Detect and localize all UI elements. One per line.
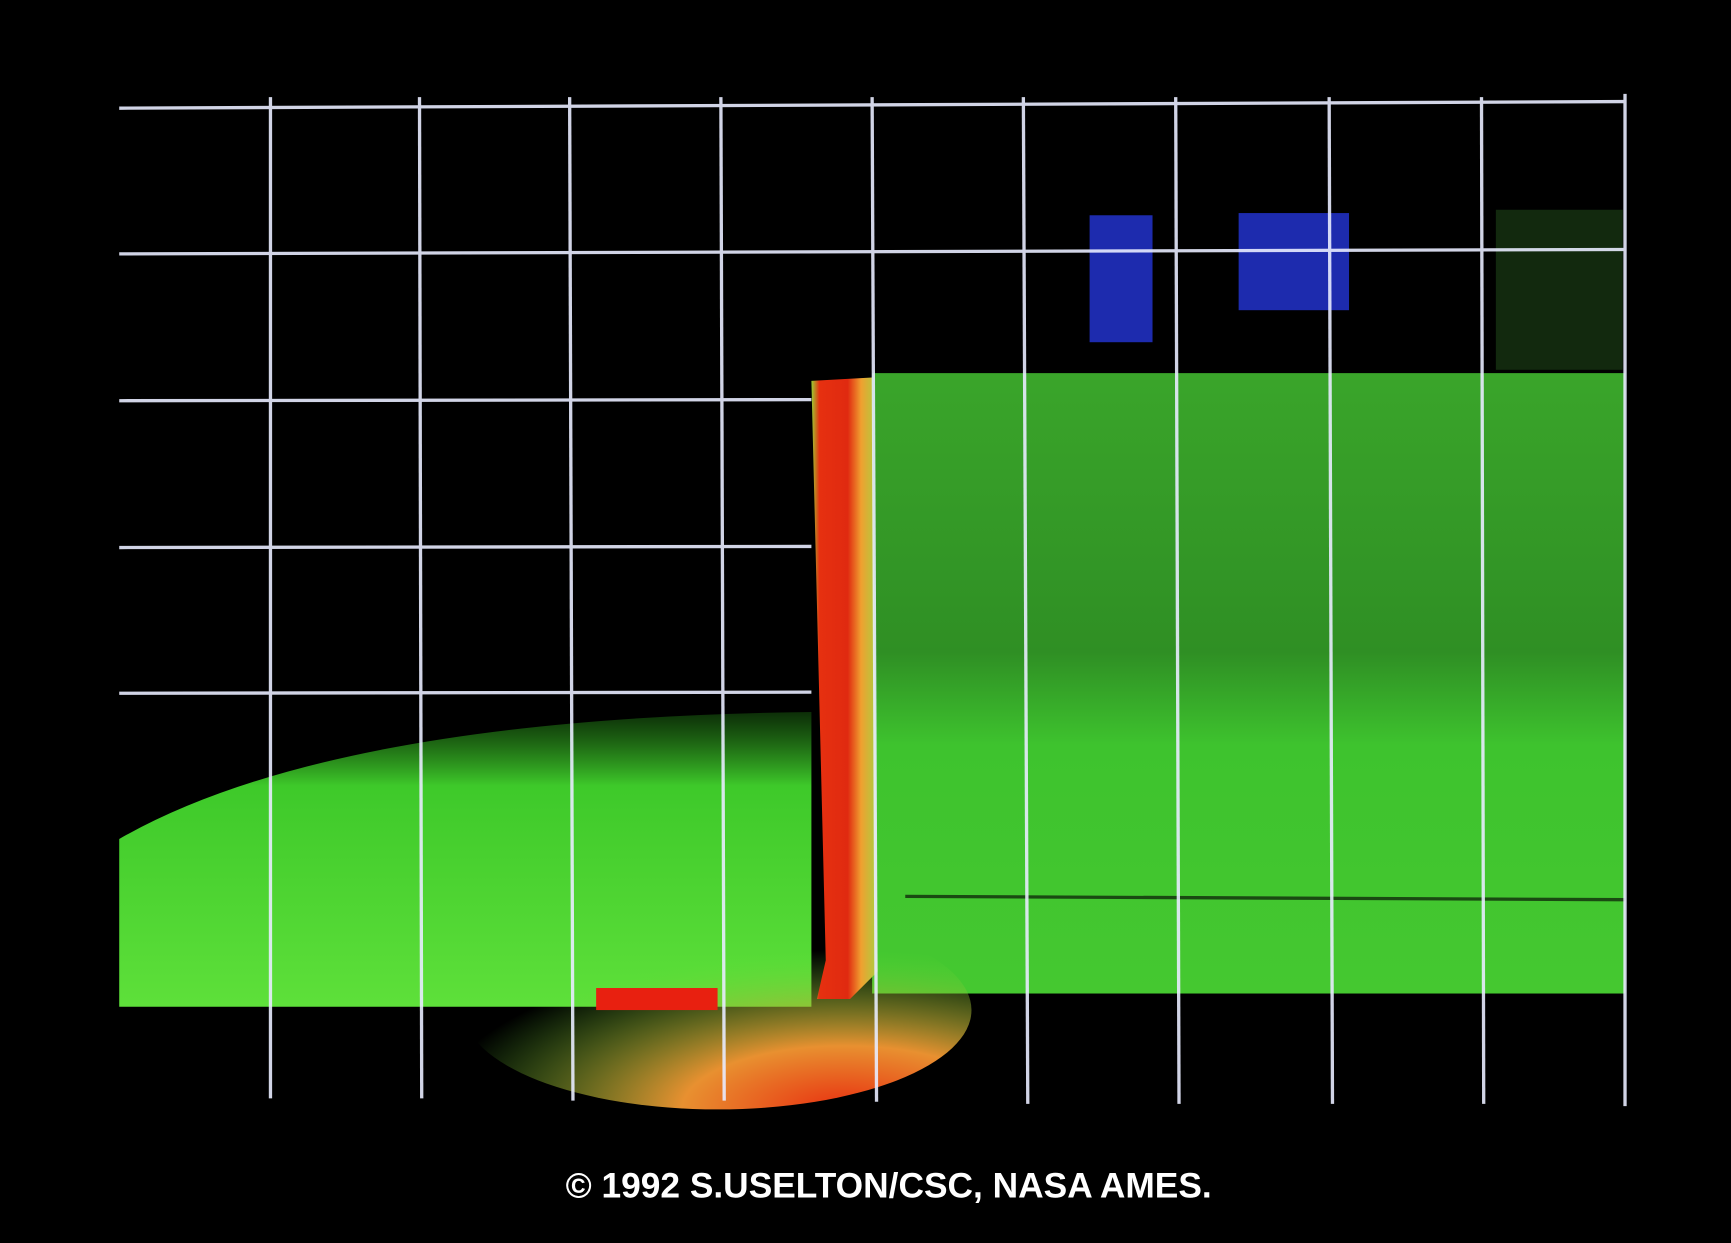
grid-line [1021, 97, 1030, 1104]
blue-block [1089, 215, 1153, 343]
grid-line [119, 397, 812, 403]
caption: © 1992 S.USELTON/CSC, NASA AMES. [566, 1167, 1212, 1206]
grid-line [870, 97, 879, 1102]
grid-line [1174, 97, 1181, 1104]
dark-block [1495, 209, 1623, 370]
blue-block [1238, 213, 1350, 311]
base-hot [596, 987, 718, 1011]
grid [119, 93, 1627, 1107]
base-region [463, 910, 972, 1110]
grid-line [719, 97, 726, 1101]
grid-line [567, 97, 575, 1101]
grid-line [417, 97, 424, 1099]
flow-region-right [872, 373, 1626, 994]
grid-line [1327, 97, 1335, 1104]
grid-line [119, 544, 812, 550]
grid-line [119, 690, 812, 695]
contour-line [905, 894, 1626, 902]
shock-column [811, 377, 878, 1000]
grid-line [1479, 97, 1486, 1104]
